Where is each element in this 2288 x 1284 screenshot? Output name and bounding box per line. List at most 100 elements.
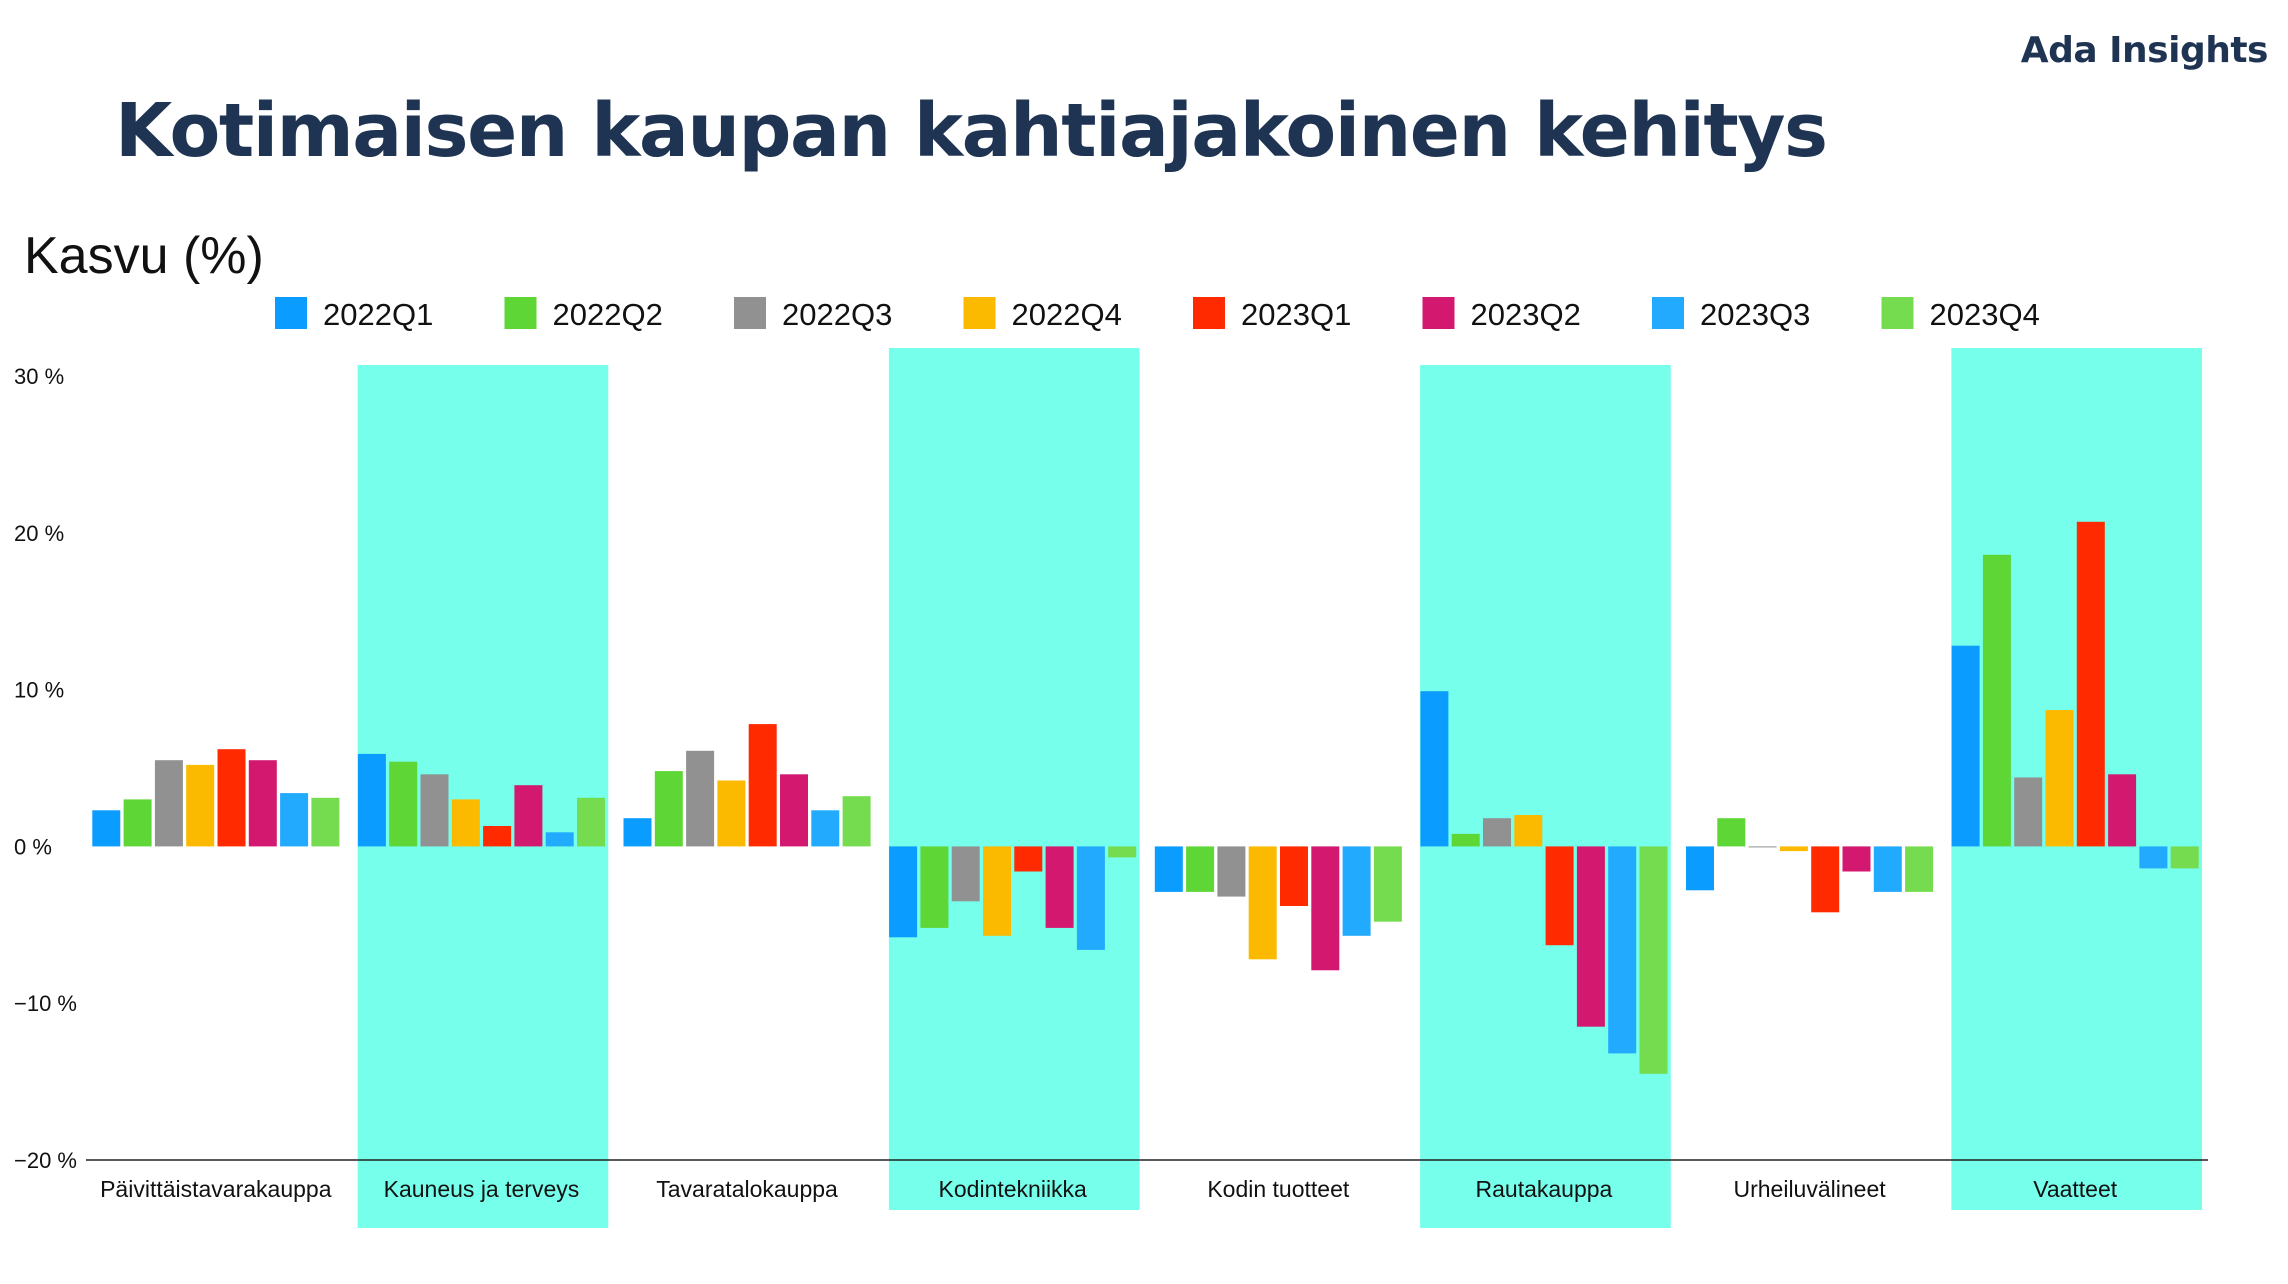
x-tick-label-vaatteet: Vaatteet — [2033, 1176, 2118, 1202]
bar-2022q1-kodintekniikka — [889, 846, 918, 938]
y-tick-label: 20 % — [14, 521, 64, 546]
legend-label-2023q4: 2023Q4 — [1930, 297, 2040, 332]
bar-2022q2-urheiluvalineet — [1717, 818, 1746, 847]
legend-label-2023q3: 2023Q3 — [1700, 297, 1810, 332]
bar-2022q4-rautakauppa — [1514, 815, 1543, 847]
highlight-rautakauppa — [1420, 365, 1671, 1228]
y-tick-label: 0 % — [14, 834, 52, 859]
y-tick-label: −10 % — [14, 991, 77, 1016]
bar-2023q1-rautakauppa — [1545, 846, 1574, 946]
bar-2023q1-urheiluvalineet — [1811, 846, 1840, 913]
bar-2022q4-kodintekniikka — [983, 846, 1011, 936]
bar-2023q4-tavaratalokauppa — [842, 796, 871, 847]
bar-2022q4-vaatteet — [2045, 710, 2074, 847]
bar-2022q1-urheiluvalineet — [1686, 846, 1714, 891]
bar-2023q2-kodin-tuotteet — [1311, 846, 1340, 971]
bar-2022q4-urheiluvalineet — [1779, 846, 1808, 852]
y-tick-label: −20 % — [14, 1148, 77, 1173]
bar-2023q3-rautakauppa — [1608, 846, 1637, 1054]
bar-2023q1-paivittaistavarakauppa — [217, 749, 246, 847]
y-axis-title: Kasvu (%) — [24, 227, 264, 285]
bar-2023q2-vaatteet — [2108, 774, 2137, 847]
legend-swatch-2023q4 — [1881, 297, 1914, 329]
bars — [92, 521, 2199, 1074]
legend-swatch-2022q1 — [275, 297, 307, 329]
y-tick-label: 30 % — [14, 364, 64, 389]
bar-2022q3-kauneus-ja-terveys — [420, 774, 449, 847]
legend-swatch-2023q1 — [1193, 297, 1225, 329]
legend-swatch-2023q2 — [1422, 297, 1455, 329]
legend-label-2023q2: 2023Q2 — [1471, 297, 1581, 332]
bar-2023q3-kauneus-ja-terveys — [545, 832, 574, 847]
bar-2023q3-kodintekniikka — [1076, 846, 1105, 950]
bar-2023q4-vaatteet — [2170, 846, 2199, 869]
bar-2022q1-vaatteet — [1951, 645, 1980, 847]
bar-2023q4-rautakauppa — [1639, 846, 1668, 1074]
page-title: Kotimaisen kaupan kahtiajakoinen kehitys — [115, 88, 1828, 174]
legend-swatch-2022q2 — [504, 297, 537, 329]
bar-2023q2-paivittaistavarakauppa — [248, 760, 277, 847]
x-tick-label-tavaratalokauppa: Tavaratalokauppa — [656, 1176, 838, 1202]
bar-2022q2-paivittaistavarakauppa — [123, 799, 152, 847]
bar-2023q1-kodin-tuotteet — [1280, 846, 1308, 906]
x-tick-label-urheiluvalineet: Urheiluvälineet — [1733, 1176, 1886, 1202]
x-axis: Päivittäistavarakauppa Kauneus ja terveys… — [86, 1159, 2208, 1202]
x-tick-label-kodintekniikka: Kodintekniikka — [939, 1176, 1088, 1202]
legend-swatch-2022q4 — [963, 297, 996, 329]
x-tick-label-rautakauppa: Rautakauppa — [1476, 1176, 1613, 1202]
y-axis: 30 % 20 % 10 % 0 % −10 % −20 % — [14, 364, 77, 1173]
bar-2022q1-paivittaistavarakauppa — [92, 810, 121, 847]
bar-2022q4-kauneus-ja-terveys — [451, 799, 480, 847]
legend-label-2023q1: 2023Q1 — [1241, 297, 1351, 332]
bar-2022q3-kodintekniikka — [951, 846, 980, 902]
brand-logo: Ada Insights — [2020, 30, 2269, 71]
bar-2022q1-kodin-tuotteet — [1154, 846, 1183, 892]
bar-2022q2-kodintekniikka — [920, 846, 949, 928]
highlight-kodintekniikka — [888, 348, 1140, 1210]
x-tick-label-paivittaistavarakauppa: Päivittäistavarakauppa — [100, 1176, 332, 1202]
chart-legend: 2022Q1 2022Q2 2022Q3 2022Q4 2023Q1 2023Q2 2023… — [275, 297, 2040, 332]
bar-2022q2-tavaratalokauppa — [654, 771, 683, 847]
bar-2022q3-vaatteet — [2014, 777, 2043, 847]
bar-2022q3-urheiluvalineet — [1748, 846, 1777, 848]
bar-2023q1-kodintekniikka — [1014, 846, 1043, 872]
bar-2022q1-kauneus-ja-terveys — [357, 753, 386, 847]
y-tick-label: 10 % — [14, 678, 64, 703]
bar-2023q3-tavaratalokauppa — [811, 810, 840, 847]
legend-label-2022q1: 2022Q1 — [323, 297, 433, 332]
bar-2023q2-kodintekniikka — [1045, 846, 1074, 928]
legend-swatch-2023q3 — [1652, 297, 1684, 329]
bar-2023q1-kauneus-ja-terveys — [483, 826, 512, 847]
bar-2022q2-kodin-tuotteet — [1186, 846, 1215, 892]
bar-2022q4-kodin-tuotteet — [1248, 846, 1277, 960]
bar-2023q2-tavaratalokauppa — [780, 774, 808, 847]
bar-2022q4-tavaratalokauppa — [717, 780, 746, 847]
category-highlights — [357, 348, 2202, 1228]
bar-2023q3-kodin-tuotteet — [1342, 846, 1371, 936]
bar-2023q1-tavaratalokauppa — [748, 724, 777, 847]
bar-2022q3-paivittaistavarakauppa — [154, 760, 183, 847]
bar-2022q4-paivittaistavarakauppa — [186, 764, 215, 847]
x-tick-label-kodin-tuotteet: Kodin tuotteet — [1207, 1176, 1350, 1202]
bar-2022q1-tavaratalokauppa — [623, 818, 652, 847]
bar-2022q3-kodin-tuotteet — [1217, 846, 1246, 897]
x-tick-label-kauneus-ja-terveys: Kauneus ja terveys — [384, 1176, 580, 1202]
bar-2023q3-urheiluvalineet — [1873, 846, 1902, 892]
bar-2023q2-kauneus-ja-terveys — [514, 785, 543, 847]
bar-2023q1-vaatteet — [2076, 521, 2105, 847]
bar-2022q1-rautakauppa — [1420, 691, 1449, 847]
bar-2022q3-rautakauppa — [1483, 818, 1511, 847]
bar-2023q2-urheiluvalineet — [1842, 846, 1871, 872]
legend-label-2022q3: 2022Q3 — [782, 297, 892, 332]
bar-2022q2-rautakauppa — [1451, 833, 1480, 847]
bar-2022q2-kauneus-ja-terveys — [389, 761, 418, 847]
bar-2023q3-paivittaistavarakauppa — [280, 793, 309, 847]
legend-label-2022q2: 2022Q2 — [553, 297, 663, 332]
legend-label-2022q4: 2022Q4 — [1012, 297, 1122, 332]
bar-2023q4-urheiluvalineet — [1905, 846, 1934, 892]
bar-2023q3-vaatteet — [2139, 846, 2168, 869]
bar-2022q2-vaatteet — [1982, 554, 2011, 847]
bar-2023q4-paivittaistavarakauppa — [311, 797, 340, 847]
bar-2023q4-kodin-tuotteet — [1373, 846, 1402, 922]
